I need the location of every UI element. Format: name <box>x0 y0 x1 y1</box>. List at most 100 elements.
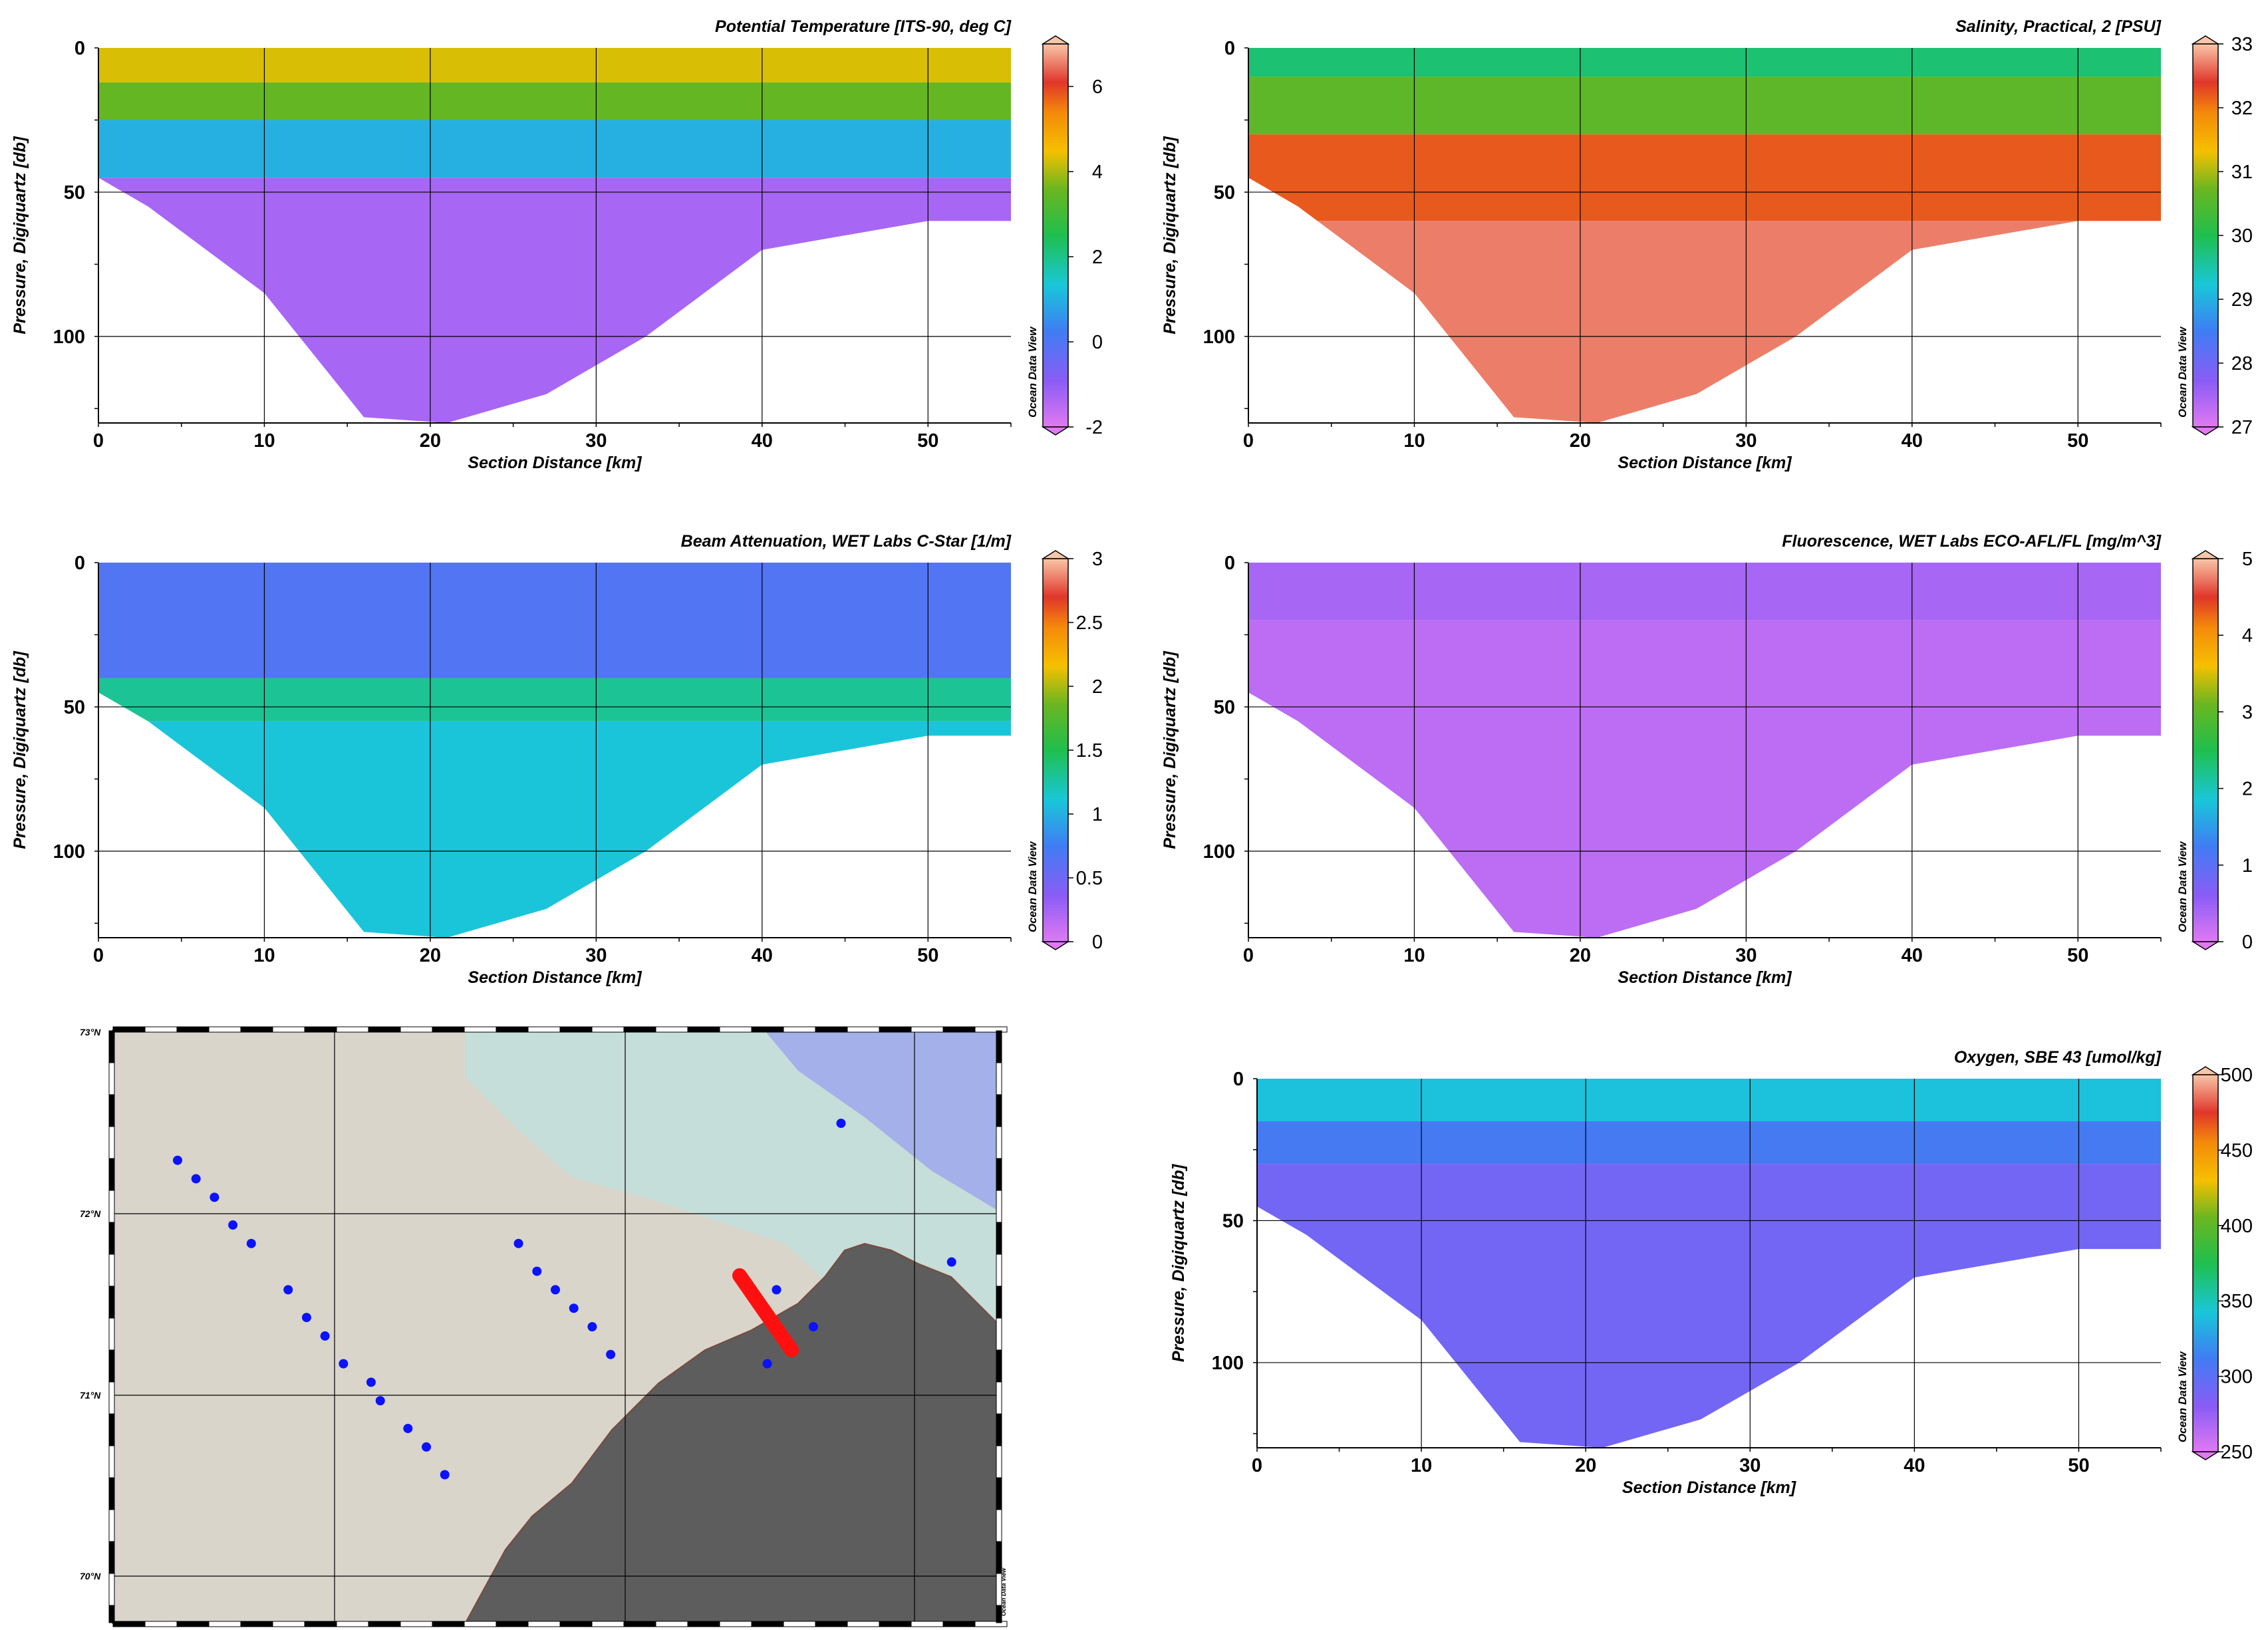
map-border-segment <box>996 1413 1002 1446</box>
salinity-section-panel: 0 10 20 30 40 50 0 50 100 Salinity, Practical, 2 … <box>1161 17 2253 472</box>
salinity-ytick-label-0: 0 <box>1224 38 1235 59</box>
salinity-colorbar-label-0: 27 <box>2231 417 2253 438</box>
fluorescence-xtick-label-0: 0 <box>1243 945 1254 966</box>
map-border-segment <box>108 1094 115 1127</box>
map-border-segment <box>176 1621 210 1627</box>
beam-attenuation-xtick-label-2: 20 <box>420 945 441 966</box>
map-lat-label-73: 73°N <box>80 1027 101 1037</box>
map-station-dot <box>301 1313 311 1323</box>
map-border-segment <box>687 1026 720 1033</box>
map-station-dot <box>532 1266 542 1276</box>
station-map-panel: 73°N 72°N 71°N 70°N Ocean Data View <box>80 1026 1008 1627</box>
oxygen-title: Oxygen, SBE 43 [umol/kg] <box>1954 1048 2162 1067</box>
map-border-segment <box>208 1621 241 1627</box>
map-border-segment <box>996 1509 1002 1542</box>
salinity-colorbar-label-2: 29 <box>2231 289 2253 311</box>
map-highlighted-section <box>732 1268 799 1357</box>
map-border-segment <box>108 1222 115 1255</box>
fluorescence-data-layers <box>1248 563 2161 938</box>
map-border-segment <box>108 1254 115 1287</box>
map-border-segment <box>432 1026 465 1033</box>
temperature-xtick-label-3: 30 <box>585 430 607 452</box>
temperature-colorbar-label-3: 4 <box>1092 162 1103 183</box>
temperature-colorbar-top-cap <box>1041 35 1070 45</box>
map-border-segment <box>108 1286 115 1319</box>
temperature-xtick-label-1: 10 <box>253 430 275 452</box>
map-station-dot <box>283 1285 293 1295</box>
salinity-data-layers <box>1248 48 2161 423</box>
map-border-segment <box>655 1026 688 1033</box>
beam-attenuation-ytick-label-2: 100 <box>53 841 85 863</box>
salinity-xtick-label-1: 10 <box>1403 430 1425 452</box>
oxygen-layer-1 <box>1257 1121 2161 1164</box>
map-station-dot <box>172 1155 182 1165</box>
map-border-segment <box>815 1026 848 1033</box>
map-border-segment <box>144 1026 178 1033</box>
oxygen-ytick-label-1: 50 <box>1222 1210 1244 1232</box>
salinity-colorbar-label-6: 33 <box>2231 34 2253 55</box>
map-deep-water <box>765 1031 998 1210</box>
beam-attenuation-xlabel: Section Distance [km] <box>468 968 642 987</box>
temperature-ytick-label-0: 0 <box>74 38 85 59</box>
map-station-dot <box>946 1257 956 1267</box>
map-border-segment <box>108 1030 115 1063</box>
map-graticule <box>113 1031 998 1623</box>
map-border-segment <box>304 1026 337 1033</box>
temperature-title: Potential Temperature [ITS-90, deg C] <box>715 17 1012 36</box>
map-station-dot <box>808 1322 818 1331</box>
temperature-ytick-label-1: 50 <box>64 182 85 204</box>
map-border-segment <box>942 1621 976 1627</box>
salinity-colorbar-top-cap <box>2191 35 2220 45</box>
map-border-segment <box>272 1026 305 1033</box>
map-border-segment <box>687 1621 720 1627</box>
salinity-watermark: Ocean Data View <box>2176 326 2189 418</box>
oxygen-xtick-label-5: 50 <box>2068 1455 2089 1476</box>
temperature-xtick-label-2: 20 <box>420 430 441 452</box>
fluorescence-xtick-label-3: 30 <box>1735 945 1757 966</box>
map-watermark: Ocean Data View <box>1000 1567 1007 1616</box>
oxygen-colorbar-label-3: 400 <box>2221 1216 2253 1237</box>
map-border-segment <box>623 1621 656 1627</box>
oxygen-watermark: Ocean Data View <box>2176 1351 2189 1442</box>
temperature-layer-1 <box>98 82 1011 120</box>
map-border-segment <box>432 1621 465 1627</box>
oxygen-layer-2 <box>1257 1164 2161 1448</box>
map-border-segment <box>783 1621 816 1627</box>
salinity-xlabel: Section Distance [km] <box>1618 454 1792 472</box>
map-border-segment <box>108 1509 115 1542</box>
salinity-colorbar-bottom-cap <box>2191 426 2220 436</box>
oxygen-colorbar-label-1: 300 <box>2221 1367 2253 1388</box>
map-station-dot <box>513 1238 523 1248</box>
map-border-segment <box>719 1621 752 1627</box>
fluorescence-xtick-label-2: 20 <box>1570 945 1591 966</box>
map-station-dot <box>422 1442 432 1452</box>
map-station-dot <box>772 1285 781 1295</box>
salinity-colorbar-label-4: 31 <box>2231 162 2253 183</box>
map-border-segment <box>996 1126 1002 1159</box>
salinity-ylabel: Pressure, Digiquartz [db] <box>1161 136 1179 335</box>
beam-attenuation-xtick-label-0: 0 <box>93 945 104 966</box>
temperature-layer-2 <box>98 120 1011 178</box>
salinity-xtick-label-0: 0 <box>1243 430 1254 452</box>
temperature-colorbar-label-1: 0 <box>1092 332 1103 353</box>
map-border-segment <box>400 1026 433 1033</box>
beam-attenuation-xtick-label-3: 30 <box>585 945 607 966</box>
oxygen-xtick-label-3: 30 <box>1739 1455 1761 1476</box>
fluorescence-colorbar-top-cap <box>2191 550 2220 559</box>
map-border-segment <box>996 1030 1002 1063</box>
map-border-segment <box>996 1190 1002 1223</box>
beam-attenuation-xtick-label-1: 10 <box>253 945 275 966</box>
salinity-colorbar-label-3: 30 <box>2231 225 2253 247</box>
map-border-segment <box>879 1621 912 1627</box>
fluorescence-colorbar-label-0: 0 <box>2242 932 2253 953</box>
map-border-segment <box>559 1026 593 1033</box>
salinity-colorbar-label-5: 32 <box>2231 98 2253 119</box>
salinity-xtick-label-5: 50 <box>2067 430 2088 452</box>
map-border-segment <box>974 1026 1008 1033</box>
oxygen-xtick-label-2: 20 <box>1575 1455 1596 1476</box>
map-station-dot <box>403 1423 413 1433</box>
map-border-segment <box>176 1026 210 1033</box>
temperature-colorbar-label-4: 6 <box>1092 76 1103 98</box>
map-border-segment <box>464 1026 497 1033</box>
map-border-segment <box>591 1621 625 1627</box>
